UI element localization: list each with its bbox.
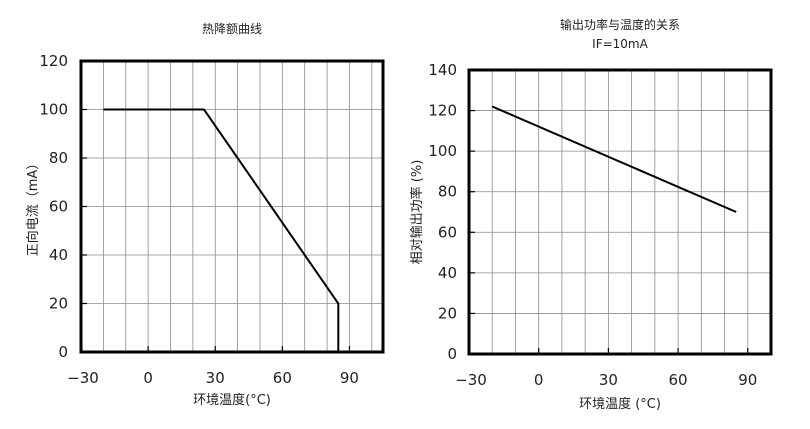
chart-title: 热降额曲线 (202, 22, 262, 36)
y-tick-label: 120 (428, 102, 457, 120)
x-tick-label: 90 (340, 369, 359, 387)
y-axis-label: 正向电流（mA） (25, 157, 41, 257)
chart-subtitle: IF=10mA (592, 37, 648, 51)
y-tick-label: 60 (438, 223, 457, 241)
series-line-1 (103, 108, 340, 352)
y-tick-label: 80 (49, 149, 68, 167)
x-tick-label: −30 (455, 371, 487, 389)
y-tick-label: 60 (49, 198, 68, 216)
chart-1: 热降额曲线 −30 0 30 60 90 0 20 40 60 80 100 120 环境温度(°C) 正向… (25, 22, 385, 408)
y-tick-label: 20 (49, 295, 68, 313)
x-tick-label: −30 (67, 369, 99, 387)
grid (81, 61, 383, 352)
y-tick-label: 80 (438, 183, 457, 201)
x-tick-label: 30 (599, 371, 618, 389)
plot-frame (79, 59, 385, 354)
x-tick-label: 0 (534, 371, 544, 389)
series-line-1 (491, 105, 737, 213)
x-tick-label: 60 (273, 369, 292, 387)
y-tick-label: 140 (428, 61, 457, 79)
plot-frame (467, 68, 773, 356)
x-tick-label: 60 (669, 371, 688, 389)
y-axis-label: 相对输出功率 (%) (409, 160, 425, 265)
x-axis-label: 环境温度(°C) (193, 392, 271, 408)
chart-2: 输出功率与温度的关系 IF=10mA −30 0 30 60 90 0 20 40 60 80 100 1… (409, 17, 773, 412)
y-tick-label: 100 (39, 101, 68, 119)
y-tick-label: 0 (447, 345, 457, 363)
x-tick-label: 0 (143, 369, 153, 387)
chart-title: 输出功率与温度的关系 (560, 17, 680, 32)
y-tick-label: 20 (438, 304, 457, 322)
x-axis-label: 环境温度 (°C) (579, 396, 661, 412)
x-tick-label: 30 (206, 369, 225, 387)
y-tick-label: 100 (428, 142, 457, 160)
y-tick-label: 0 (58, 343, 68, 361)
grid (469, 70, 771, 354)
y-tick-label: 120 (39, 52, 68, 70)
y-tick-label: 40 (49, 246, 68, 264)
y-tick-label: 40 (438, 264, 457, 282)
x-tick-label: 90 (738, 371, 757, 389)
